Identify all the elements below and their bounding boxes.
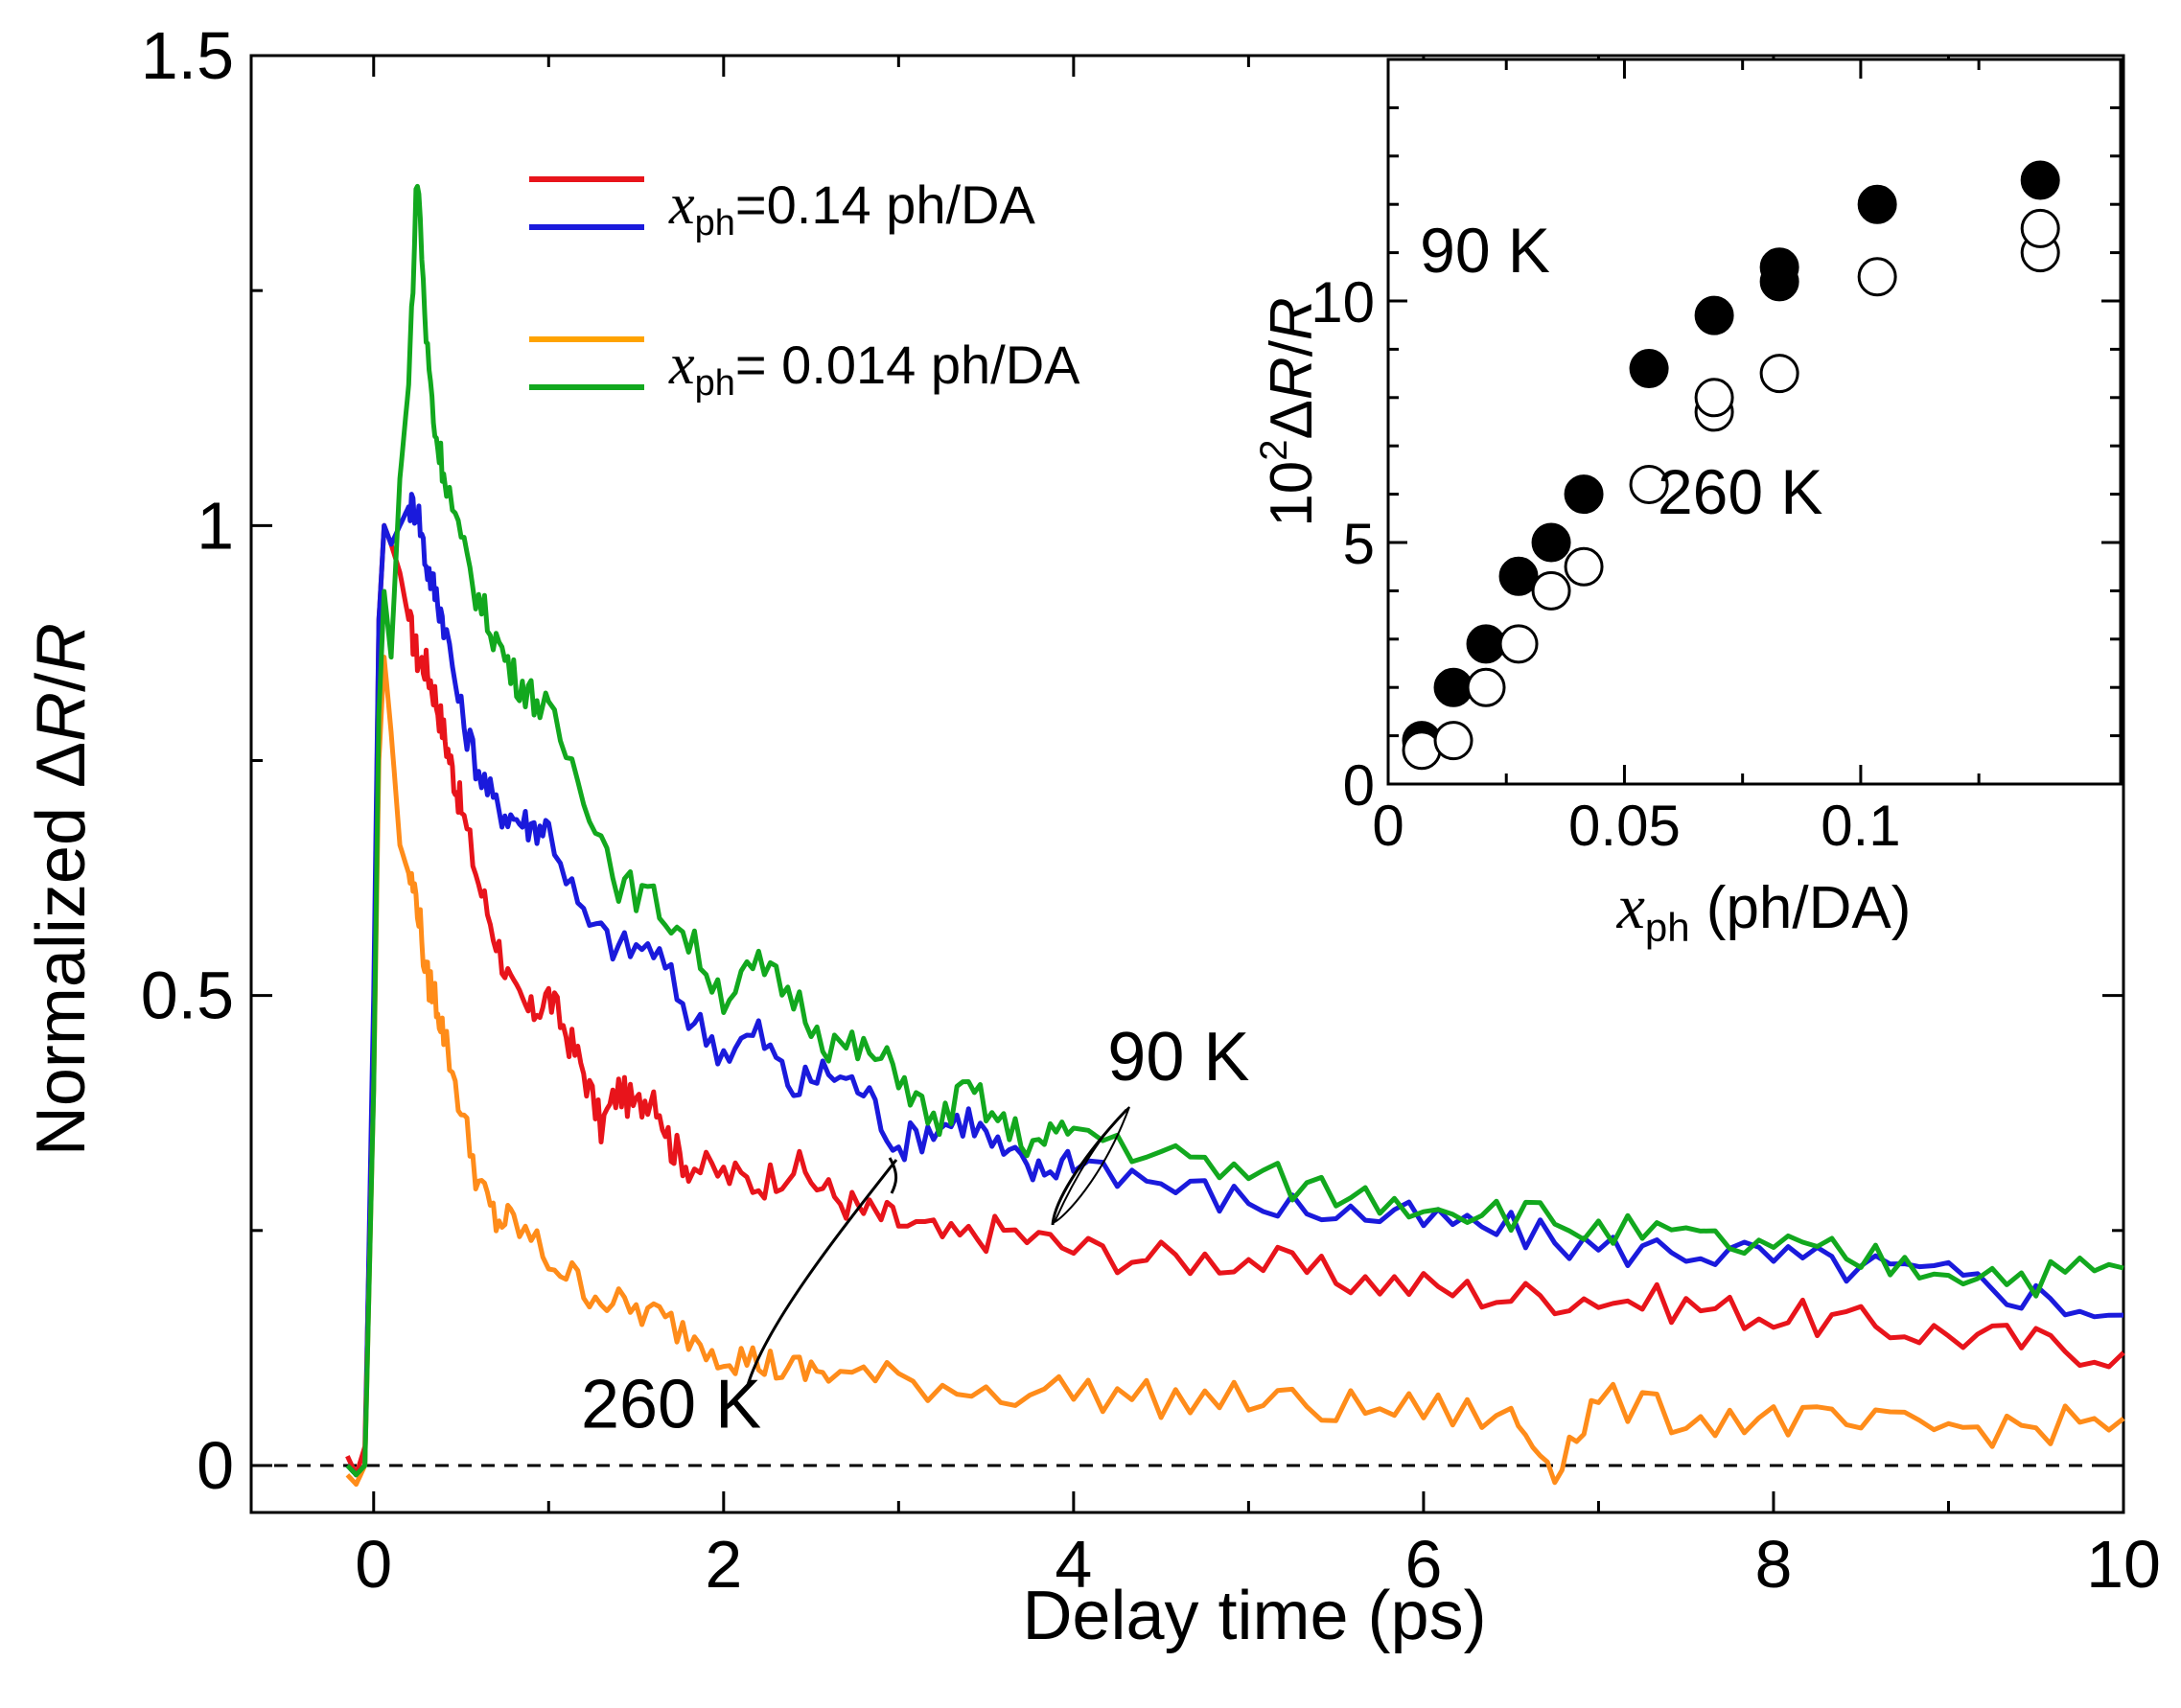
x-tick-label: 6 <box>1404 1527 1442 1602</box>
inset-x-tick-label: 0 <box>1372 794 1404 858</box>
data-point-260k <box>1759 354 1799 394</box>
annotation-90k: 90 K <box>1107 1019 1249 1096</box>
data-point-260k <box>1498 624 1539 664</box>
data-point-90k <box>1629 349 1669 389</box>
inset-x-axis-var: x <box>1616 872 1645 942</box>
inset-y-axis-slash: / <box>1259 339 1325 357</box>
inset-y-axis-var2: R <box>1259 297 1325 340</box>
x-tick-label: 0 <box>355 1527 392 1602</box>
pointer-260k-curve <box>746 1159 898 1386</box>
data-point-260k <box>1857 257 1897 297</box>
legend-rest: =0.14 ph/DA <box>735 174 1036 235</box>
pointer-260k-hook <box>888 1157 898 1194</box>
inset-y-tick-label: 10 <box>1311 270 1375 335</box>
inset-y-axis-sup: 2 <box>1253 440 1295 461</box>
legend-label: xph=0.14 ph/DA <box>668 173 1035 243</box>
inset-x-tick-label: 0.1 <box>1821 794 1900 858</box>
y-axis-title: Normalized ΔR/R <box>23 623 100 1156</box>
data-point-90k <box>1694 295 1734 335</box>
data-point-90k <box>1564 474 1604 515</box>
data-point-260k <box>1531 570 1571 611</box>
legend-sub: ph <box>695 203 735 243</box>
inset-frame <box>1386 58 2123 786</box>
legend-sub: ph <box>695 363 735 404</box>
inset-x-axis-rest: (ph/DA) <box>1690 875 1912 941</box>
series-line <box>345 655 2125 1488</box>
legend-var: x <box>668 173 695 236</box>
data-point-260k <box>1564 546 1604 587</box>
inset-y-axis-var: R <box>1259 357 1325 400</box>
series-line <box>345 183 2124 1478</box>
data-point-260k <box>2020 208 2060 248</box>
data-point-260k <box>1629 465 1669 505</box>
legend-var: x <box>668 333 695 396</box>
data-point-260k <box>1433 721 1473 761</box>
legend-rest: = 0.014 ph/DA <box>735 335 1080 395</box>
legend-label: xph= 0.014 ph/DA <box>668 333 1080 404</box>
series-line <box>345 492 2124 1478</box>
y-axis-title-slash: / <box>23 673 100 692</box>
x-tick-label: 4 <box>1055 1527 1092 1602</box>
data-point-260k <box>1694 378 1734 418</box>
y-axis-title-var: R <box>23 692 100 742</box>
inset-annotation-260k: 260 K <box>1658 456 1822 527</box>
x-tick-label: 8 <box>1754 1527 1792 1602</box>
inset-y-axis-title: 102ΔR/R <box>1253 297 1325 526</box>
annotation-260k: 260 K <box>581 1367 761 1443</box>
inset-x-axis-title: xph (ph/DA) <box>1616 872 1912 950</box>
y-tick-label: 1.5 <box>141 18 234 93</box>
data-point-90k <box>1857 184 1897 224</box>
inset-y-tick-label: 0 <box>1343 753 1375 818</box>
inset-x-tick-label: 0.05 <box>1568 794 1681 858</box>
series-line <box>345 522 2125 1478</box>
x-tick-label: 2 <box>705 1527 742 1602</box>
x-tick-label: 10 <box>2086 1527 2161 1602</box>
pointer-90k <box>1052 1106 1130 1225</box>
data-point-90k <box>1759 247 1799 288</box>
pointer-90k-curve <box>1051 1108 1128 1226</box>
y-tick-label: 0 <box>197 1428 234 1503</box>
y-axis-title-text: Normalized Δ <box>23 742 100 1156</box>
main-plot-frame <box>249 54 2125 1514</box>
y-axis-title-var: R <box>23 623 100 673</box>
inset-x-axis-sub: ph <box>1645 905 1690 950</box>
y-tick-label: 0.5 <box>141 958 234 1033</box>
main-plot: 0 2 4 6 8 10 0 0.5 1 1.5 Delay time (ps) Normalized… <box>23 18 2161 1654</box>
data-point-90k <box>1531 522 1571 563</box>
inset-y-axis-pre: 10 <box>1259 461 1325 527</box>
data-point-90k <box>1466 624 1506 664</box>
y-tick-label: 1 <box>197 488 234 563</box>
data-point-90k <box>2020 160 2060 200</box>
data-point-90k <box>1433 667 1473 707</box>
inset-annotation-90k: 90 K <box>1420 215 1550 286</box>
inset-y-axis-delta: Δ <box>1259 400 1325 439</box>
inset-y-tick-label: 5 <box>1343 512 1375 576</box>
data-point-90k <box>1498 556 1539 596</box>
data-point-260k <box>1466 667 1506 707</box>
x-axis-title: Delay time (ps) <box>1022 1578 1486 1654</box>
